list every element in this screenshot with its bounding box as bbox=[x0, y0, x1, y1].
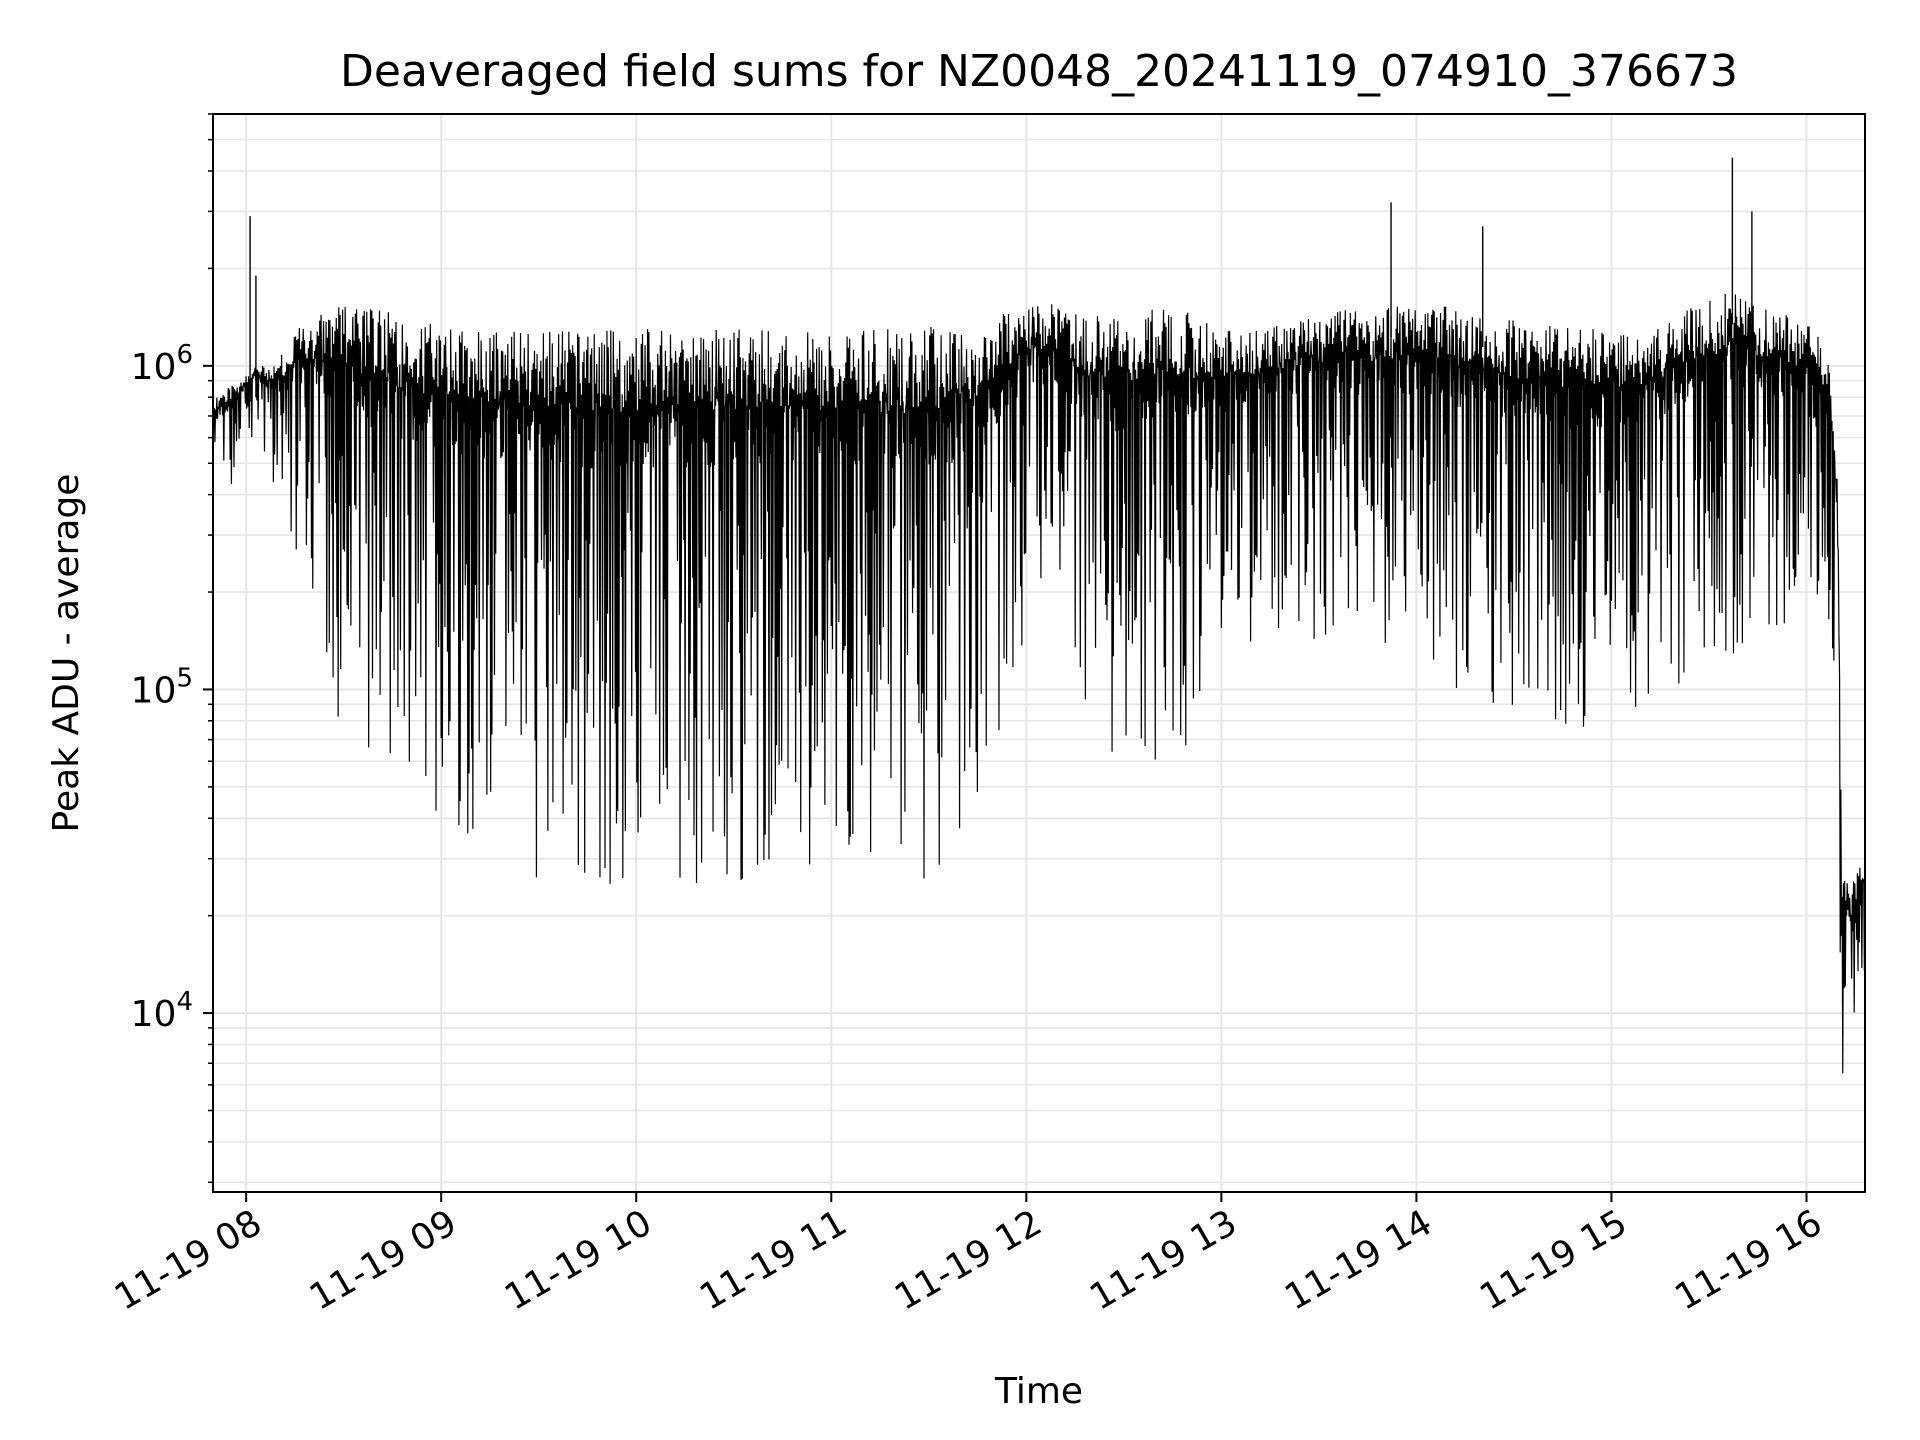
plot-frame bbox=[212, 113, 1866, 1193]
y-axis: 104 105 106 bbox=[131, 113, 213, 1184]
y-tick-label: 106 bbox=[131, 340, 193, 388]
y-axis-label: Peak ADU - average bbox=[46, 474, 87, 833]
y-tick-label: 105 bbox=[131, 663, 193, 711]
series-line bbox=[213, 293, 1865, 1074]
chart-title: Deaveraged field sums for NZ0048_2024111… bbox=[340, 46, 1738, 97]
y-tick-label: 104 bbox=[131, 987, 193, 1035]
x-axis-label: Time bbox=[994, 1371, 1083, 1412]
plot-area bbox=[213, 157, 1865, 1074]
